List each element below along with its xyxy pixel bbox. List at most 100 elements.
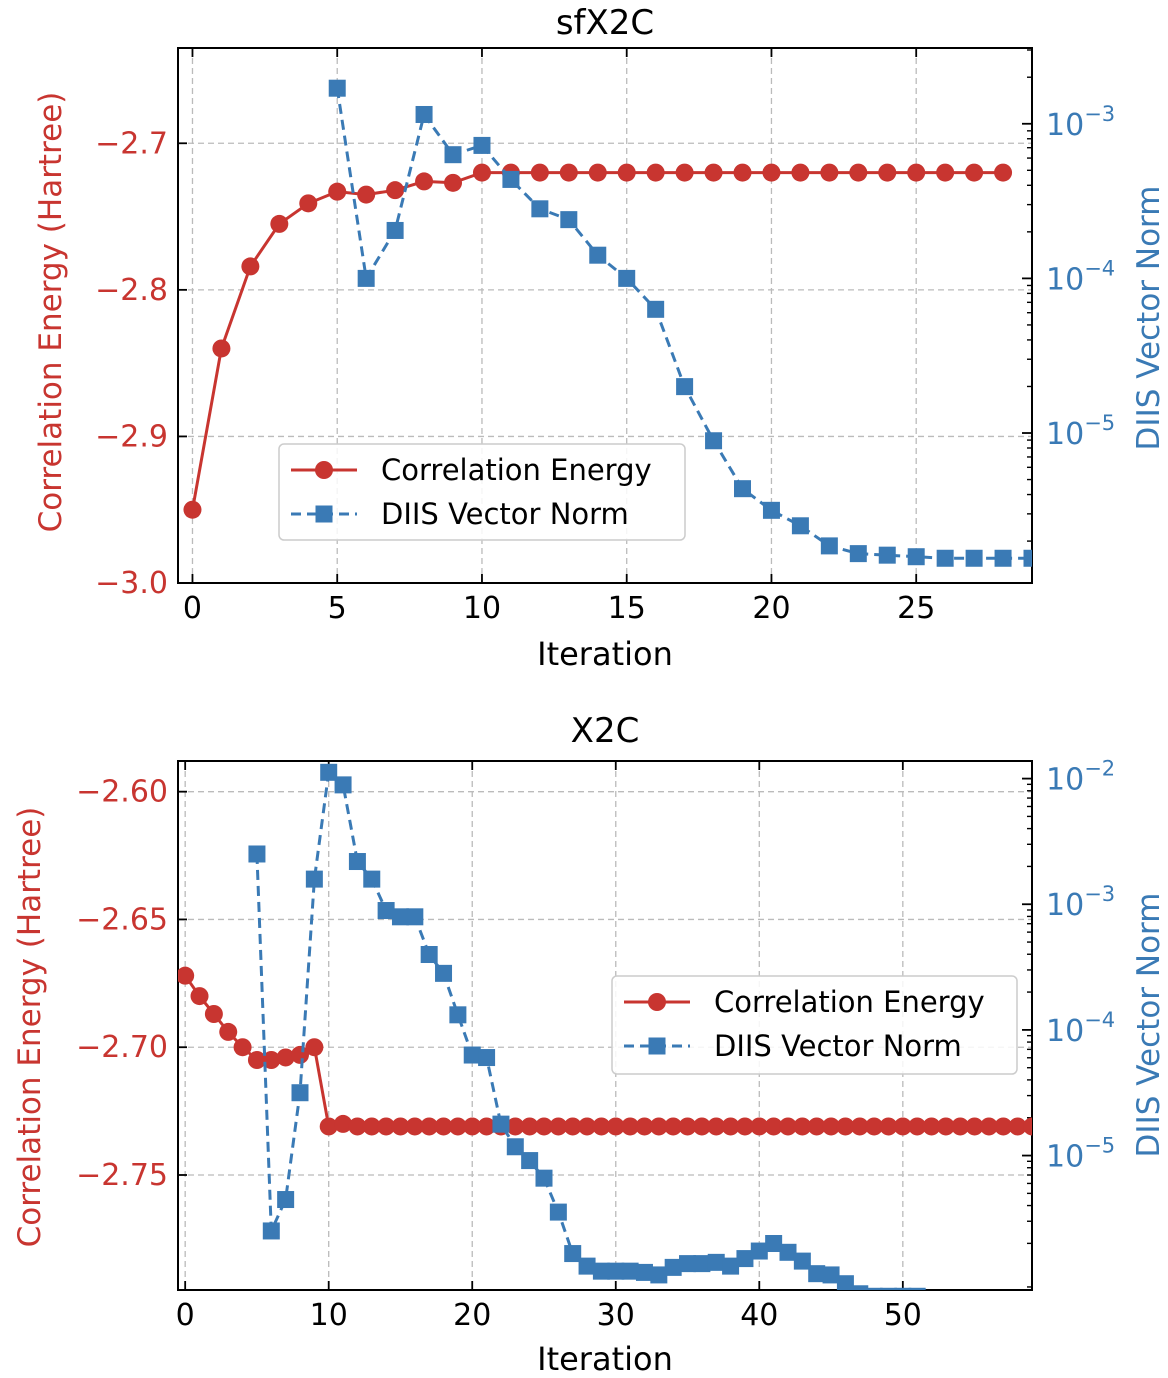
legend: Correlation Energy DIIS Vector Norm <box>611 975 1018 1075</box>
energy-data-point <box>319 1117 338 1136</box>
diis-data-point <box>966 1314 983 1331</box>
diis-data-point <box>647 300 665 318</box>
diis-data-point <box>386 221 404 239</box>
diis-data-point <box>420 946 438 964</box>
energy-data-point <box>506 1117 525 1136</box>
y-right-tick-label: 10−5 <box>1046 1134 1115 1175</box>
diis-data-point <box>722 1257 740 1275</box>
diis-data-point <box>994 549 1012 567</box>
diis-data-point <box>348 853 366 871</box>
x-tick-label: 20 <box>752 591 790 626</box>
diis-data-point <box>791 517 809 535</box>
energy-data-point <box>649 1117 668 1136</box>
legend-label: Correlation Energy <box>381 453 652 487</box>
energy-data-point <box>850 1117 869 1136</box>
diis-data-point <box>1009 1318 1026 1335</box>
legend: Correlation Energy DIIS Vector Norm <box>278 443 686 541</box>
chart-panel-sfx2c: sfX2C Iteration Correlation Energy (Hart… <box>33 3 1167 673</box>
x-axis-label: Iteration <box>537 1340 673 1378</box>
diis-data-point <box>506 1138 524 1156</box>
x-tick-label: 10 <box>463 591 501 626</box>
x-tick-label: 50 <box>884 1298 922 1333</box>
diis-data-point <box>836 1275 854 1290</box>
diis-data-point <box>820 537 838 555</box>
chart-title: X2C <box>571 711 640 751</box>
diis-data-point <box>473 136 491 154</box>
energy-data-point <box>305 1038 324 1057</box>
y-right-tick-label: 10−4 <box>1046 256 1115 297</box>
energy-data-point <box>183 500 202 519</box>
energy-data-point <box>779 1117 797 1136</box>
diis-data-point <box>291 1084 309 1102</box>
energy-data-point <box>559 163 578 182</box>
diis-data-point <box>560 211 578 229</box>
energy-data-point <box>606 1117 625 1136</box>
energy-data-point <box>391 1117 410 1136</box>
legend-label: DIIS Vector Norm <box>381 497 629 531</box>
x-axis-label: Iteration <box>537 635 673 673</box>
energy-data-point <box>922 1117 941 1136</box>
energy-data-point <box>588 163 607 182</box>
y-right-tick-label: 10−5 <box>1046 411 1115 452</box>
y-right-tick-label: 10−3 <box>1046 882 1115 923</box>
energy-data-point <box>893 1117 912 1136</box>
energy-data-point <box>965 163 984 182</box>
energy-data-point <box>1008 1117 1027 1136</box>
diis-data-point <box>965 549 983 567</box>
diis-data-point <box>908 1287 926 1290</box>
axes-frame <box>177 47 1033 584</box>
energy-data-point <box>936 163 955 182</box>
energy-data-point <box>936 1117 955 1136</box>
right-y-axis-label: DIIS Vector Norm <box>1131 186 1167 451</box>
energy-data-point <box>750 1117 769 1136</box>
diis-data-point <box>589 246 607 264</box>
energy-data-point <box>907 163 926 182</box>
energy-data-point <box>735 1117 754 1136</box>
diis-data-point <box>607 1262 625 1280</box>
energy-data-point <box>791 163 810 182</box>
y-right-tick-label: 10−3 <box>1046 102 1115 143</box>
diis-data-point <box>793 1252 811 1270</box>
energy-data-point <box>233 1038 252 1057</box>
diis-data-point <box>463 1046 481 1064</box>
energy-data-point <box>348 1117 367 1136</box>
x-tick-label: 15 <box>608 591 646 626</box>
energy-data-point <box>299 194 318 213</box>
axes-frame <box>177 760 1033 1291</box>
y-left-tick-label: −2.8 <box>95 273 168 308</box>
diis-data-point <box>262 1222 280 1240</box>
energy-data-point <box>472 163 491 182</box>
energy-data-point <box>415 172 434 191</box>
diis-data-point <box>779 1243 797 1261</box>
diis-data-point <box>578 1257 596 1275</box>
energy-data-point <box>951 1117 970 1136</box>
diis-data-point <box>765 1235 783 1253</box>
diis-data-point <box>879 1287 897 1290</box>
energy-data-point <box>262 1051 281 1069</box>
energy-data-point <box>276 1048 295 1067</box>
energy-data-point <box>444 173 463 192</box>
diis-data-point <box>705 432 723 450</box>
energy-data-point <box>377 1117 396 1136</box>
diis-data-point <box>936 549 954 567</box>
y-left-tick-label: −2.60 <box>76 775 168 810</box>
energy-data-point <box>733 163 752 182</box>
energy-data-point <box>704 163 723 182</box>
energy-data-point <box>241 257 260 276</box>
diis-data-point <box>478 1049 496 1067</box>
diis-data-point <box>564 1245 582 1263</box>
diis-data-point <box>618 269 636 287</box>
energy-data-point <box>908 1117 927 1136</box>
energy-data-point <box>357 185 376 204</box>
energy-data-point <box>530 163 549 182</box>
energy-data-point <box>994 163 1013 182</box>
diis-data-point <box>736 1250 754 1268</box>
diis-data-point <box>995 1318 1012 1335</box>
diis-data-point <box>734 480 752 498</box>
energy-data-point <box>420 1117 439 1136</box>
diis-data-point <box>549 1203 567 1221</box>
diis-data-point <box>635 1263 653 1281</box>
diis-data-point <box>449 1006 467 1024</box>
diis-data-point <box>444 146 462 164</box>
